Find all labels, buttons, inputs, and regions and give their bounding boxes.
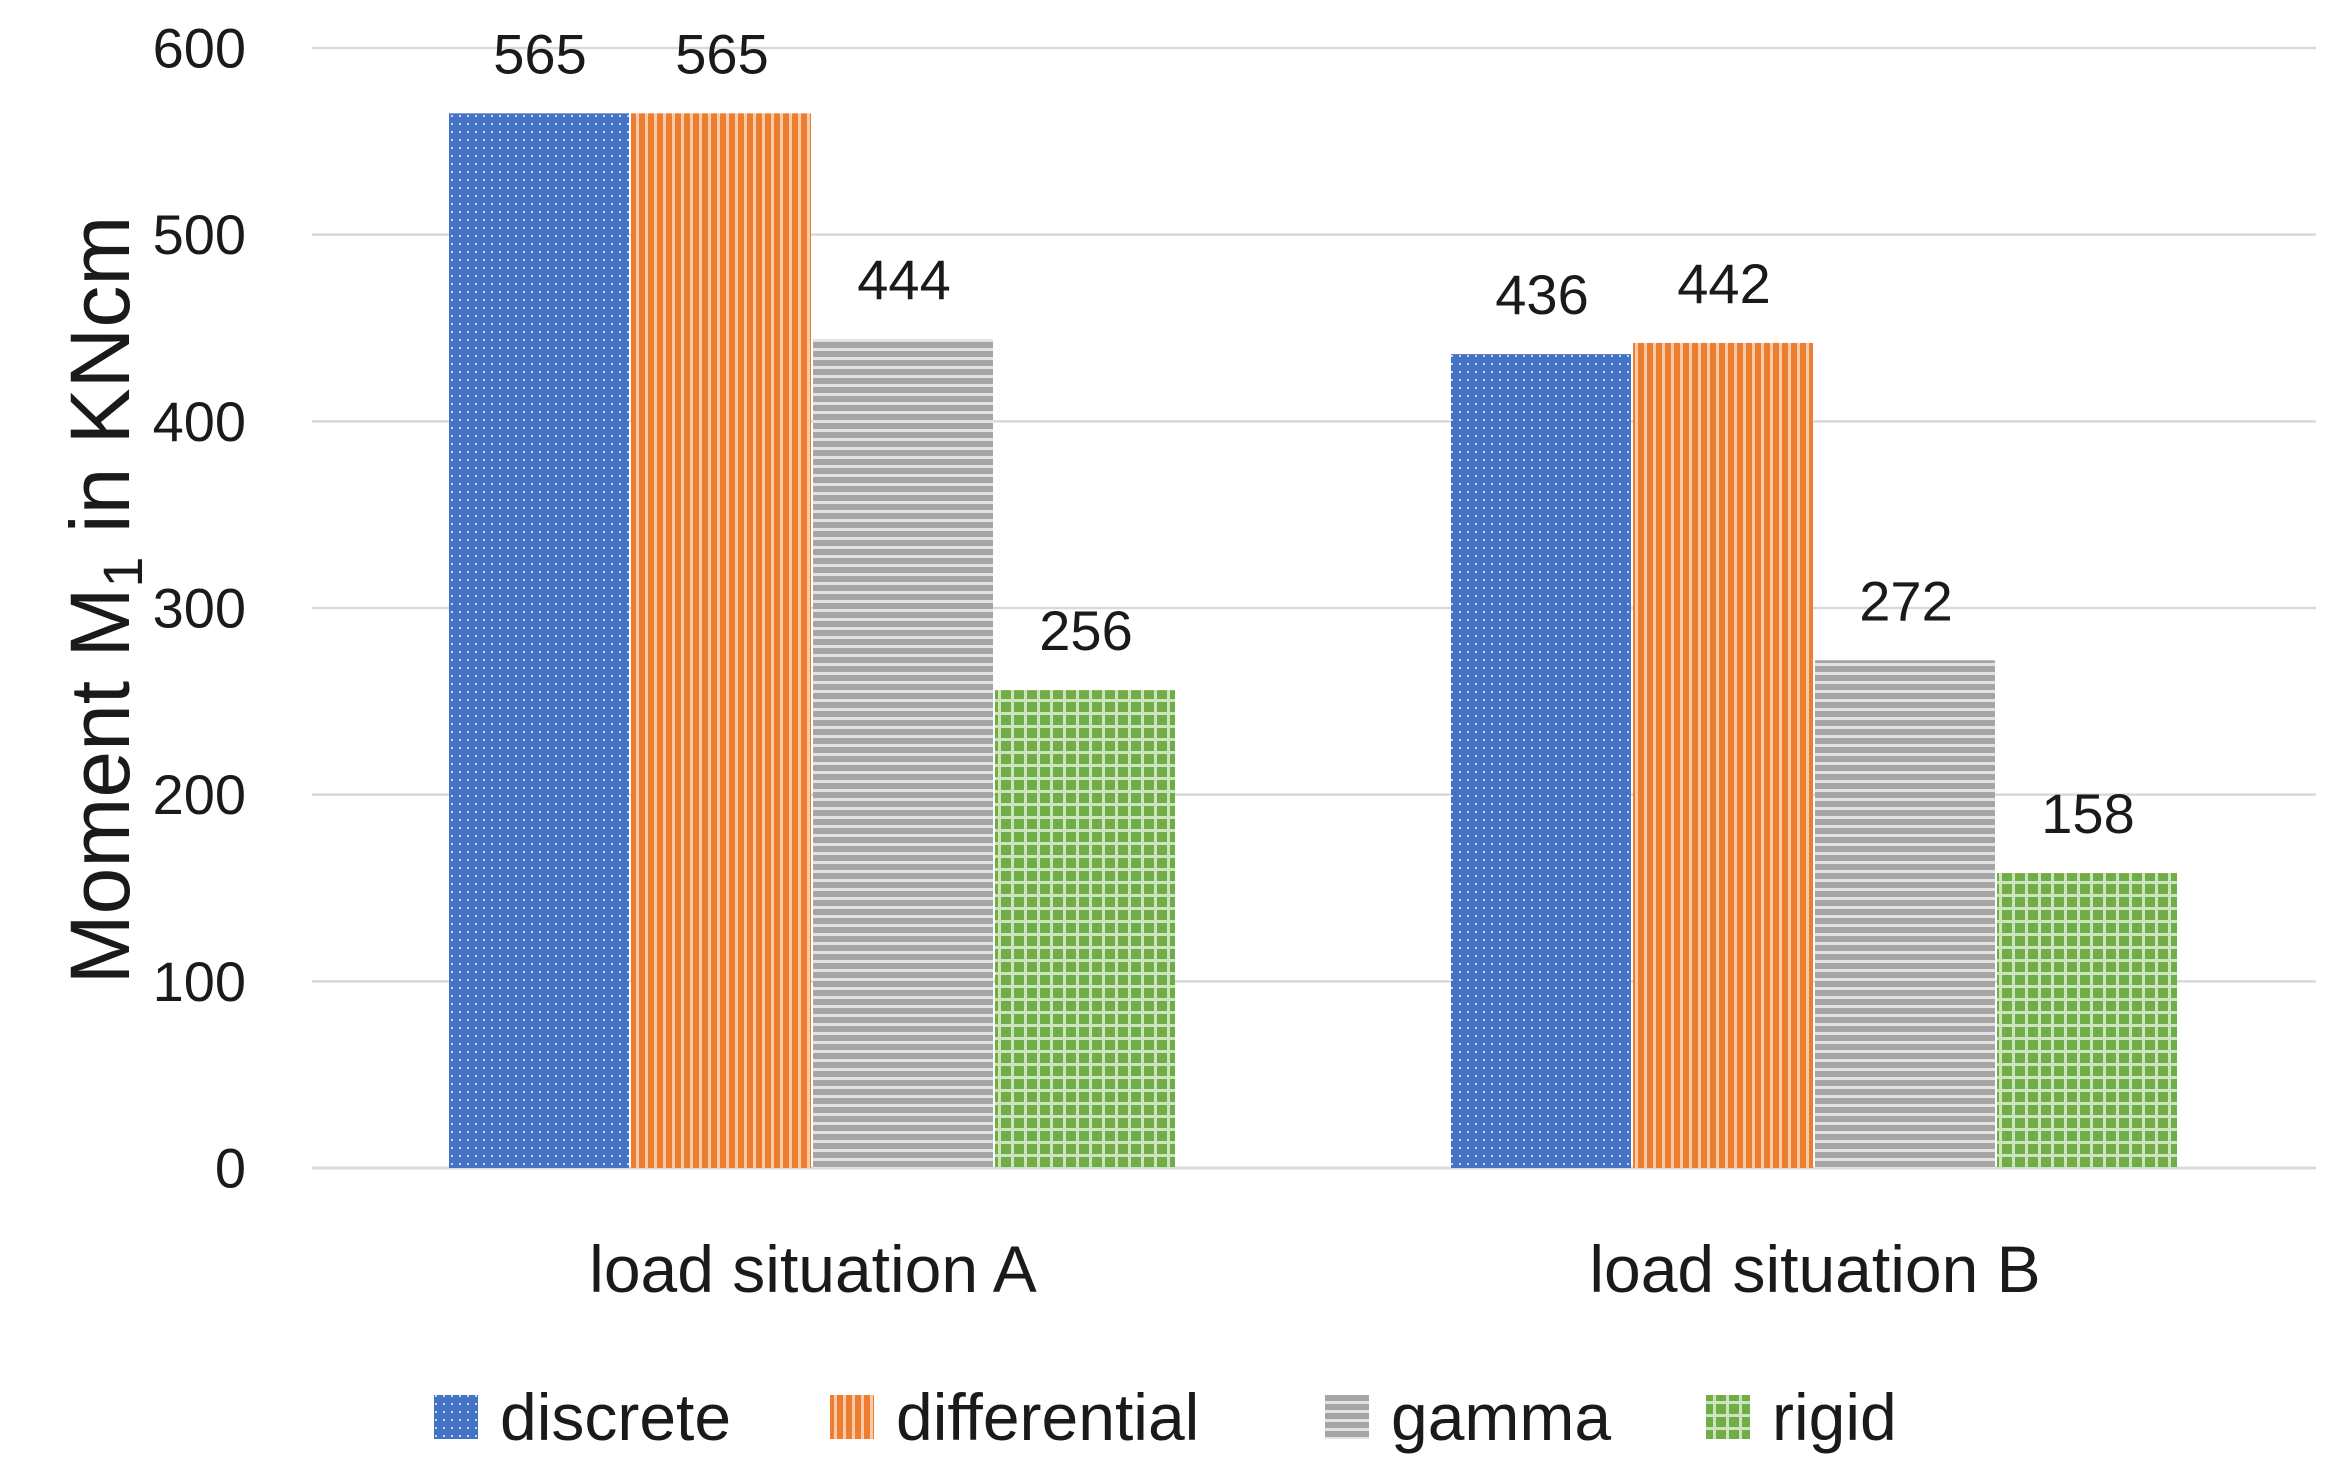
legend-swatch-rigid bbox=[1706, 1395, 1750, 1439]
bar-discrete-b bbox=[1451, 354, 1631, 1169]
x-axis-category-labels: load situation A load situation B bbox=[589, 1232, 2040, 1306]
bar-discrete-a bbox=[449, 113, 629, 1168]
y-tick-label: 100 bbox=[153, 950, 246, 1013]
data-label: 158 bbox=[2041, 782, 2134, 845]
bar-rigid-b bbox=[1997, 873, 2177, 1168]
y-tick-label: 600 bbox=[153, 17, 246, 80]
legend-label-gamma: gamma bbox=[1391, 1380, 1611, 1454]
data-label: 565 bbox=[675, 22, 768, 85]
legend-label-differential: differential bbox=[896, 1380, 1199, 1454]
y-tick-label: 500 bbox=[153, 203, 246, 266]
x-category-label: load situation B bbox=[1589, 1232, 2040, 1306]
x-category-label: load situation A bbox=[589, 1232, 1037, 1306]
y-axis-label-prefix: Moment M bbox=[53, 588, 147, 985]
legend-swatch-gamma bbox=[1325, 1395, 1369, 1439]
y-tick-label: 300 bbox=[153, 577, 246, 640]
legend-label-discrete: discrete bbox=[500, 1380, 731, 1454]
data-label: 256 bbox=[1039, 599, 1132, 662]
y-axis-label-suffix: in KNcm bbox=[53, 216, 147, 557]
data-label: 442 bbox=[1677, 252, 1770, 315]
y-axis-label: Moment M1 in KNcm bbox=[53, 216, 154, 985]
data-labels: 565 565 444 256 436 442 272 158 bbox=[493, 22, 2134, 845]
data-label: 436 bbox=[1495, 263, 1588, 326]
y-tick-label: 400 bbox=[153, 390, 246, 453]
legend-swatch-differential bbox=[830, 1395, 874, 1439]
bar-gamma-a bbox=[813, 339, 993, 1168]
data-label: 444 bbox=[857, 248, 950, 311]
data-label: 565 bbox=[493, 22, 586, 85]
bar-gamma-b bbox=[1815, 660, 1995, 1168]
data-label: 272 bbox=[1859, 569, 1952, 632]
legend-swatch-discrete bbox=[434, 1395, 478, 1439]
legend: discrete differential gamma rigid bbox=[434, 1380, 1897, 1454]
bar-differential-b bbox=[1633, 342, 1813, 1168]
bar-differential-a bbox=[631, 113, 811, 1168]
legend-label-rigid: rigid bbox=[1772, 1380, 1897, 1454]
bars bbox=[449, 113, 2177, 1169]
y-axis-ticks: 0 100 200 300 400 500 600 bbox=[153, 17, 246, 1200]
bar-rigid-a bbox=[995, 690, 1175, 1168]
y-tick-label: 200 bbox=[153, 763, 246, 826]
y-axis-label-subscript: 1 bbox=[91, 556, 154, 587]
y-tick-label: 0 bbox=[215, 1137, 246, 1200]
